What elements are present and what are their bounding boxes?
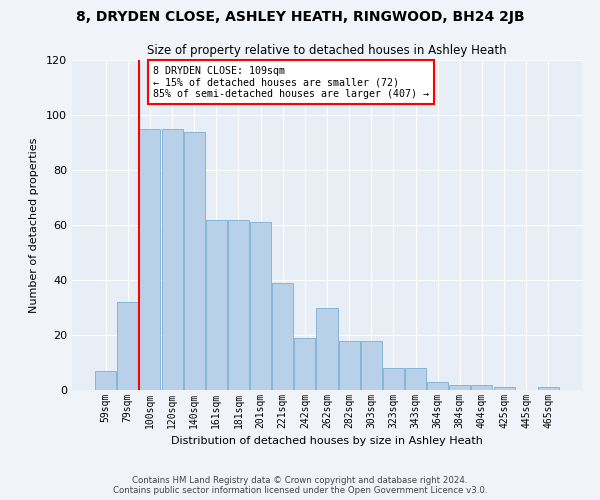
Bar [538,387,559,390]
Bar [449,384,470,390]
Bar [206,220,227,390]
Bar [472,384,493,390]
Bar [361,340,382,390]
Bar [295,338,316,390]
Bar [316,308,338,390]
Bar [272,283,293,390]
Text: 8 DRYDEN CLOSE: 109sqm
← 15% of detached houses are smaller (72)
85% of semi-det: 8 DRYDEN CLOSE: 109sqm ← 15% of detached… [153,66,429,98]
Bar [383,368,404,390]
Title: Size of property relative to detached houses in Ashley Heath: Size of property relative to detached ho… [147,44,507,58]
X-axis label: Distribution of detached houses by size in Ashley Heath: Distribution of detached houses by size … [171,436,483,446]
Bar [405,368,426,390]
Bar [118,302,139,390]
Bar [250,222,271,390]
Bar [228,220,249,390]
Bar [338,340,359,390]
Text: Contains HM Land Registry data © Crown copyright and database right 2024.
Contai: Contains HM Land Registry data © Crown c… [113,476,487,495]
Bar [139,128,160,390]
Y-axis label: Number of detached properties: Number of detached properties [29,138,39,312]
Bar [95,371,116,390]
Text: 8, DRYDEN CLOSE, ASHLEY HEATH, RINGWOOD, BH24 2JB: 8, DRYDEN CLOSE, ASHLEY HEATH, RINGWOOD,… [76,10,524,24]
Bar [184,132,205,390]
Bar [494,387,515,390]
Bar [427,382,448,390]
Bar [161,128,182,390]
